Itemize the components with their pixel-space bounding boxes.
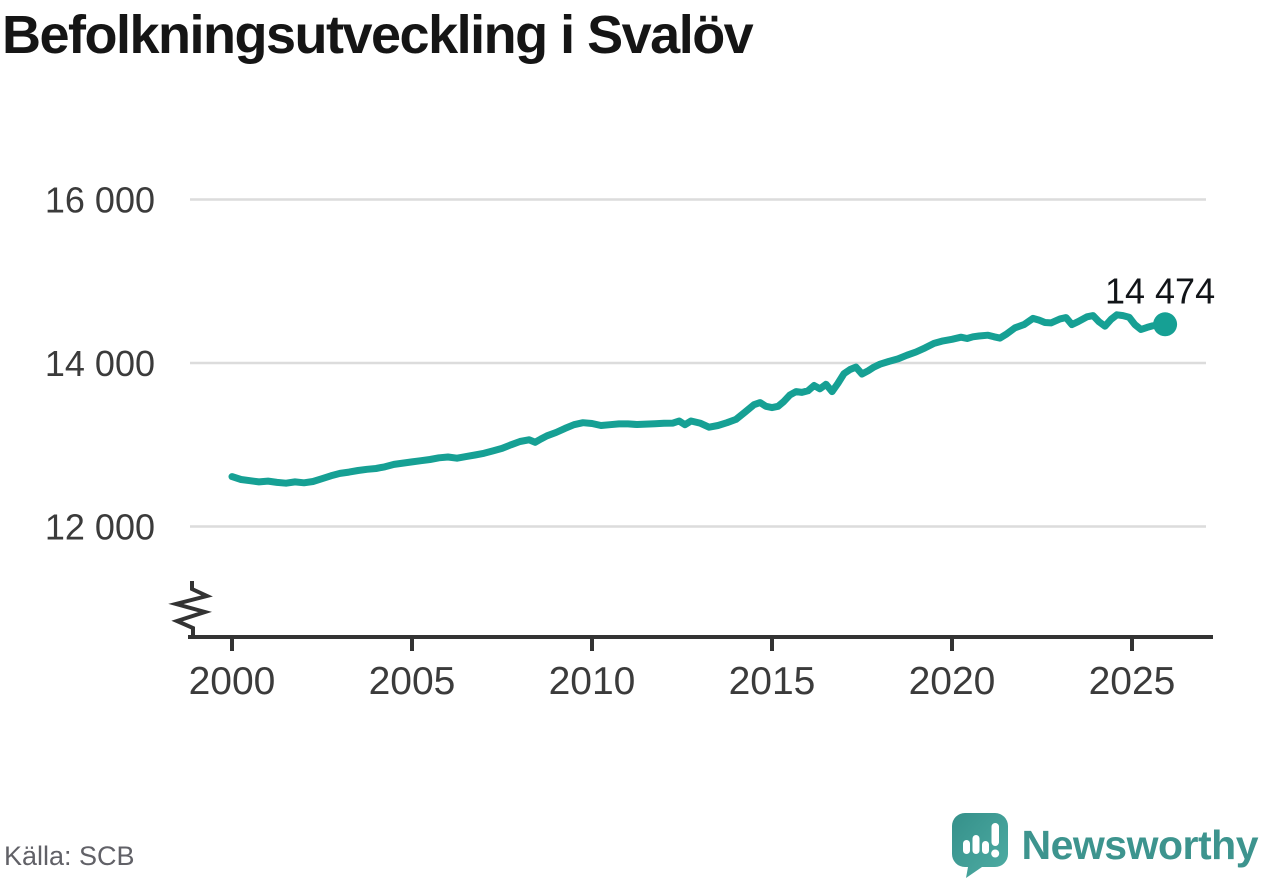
y-axis-labels: 16 000 14 000 12 000 [45,180,155,548]
y-tick-label: 12 000 [45,507,155,548]
y-tick-label: 14 000 [45,343,155,384]
y-tick-label: 16 000 [45,180,155,221]
x-tick-label: 2020 [909,660,996,703]
x-axis-labels: 2000 2005 2010 2015 2020 2025 [189,660,1176,703]
population-line [228,311,1169,487]
last-point-label: 14 474 [1105,270,1215,311]
x-tick-label: 2000 [189,660,276,703]
x-axis-ticks [230,637,1134,651]
newsworthy-logo: Newsworthy [951,812,1259,878]
x-tick-label: 2010 [549,660,636,703]
last-point-dot [1153,312,1178,337]
page-title: Befolkningsutveckling i Svalöv [2,5,754,65]
axis-break-icon [168,581,213,637]
newsworthy-wordmark: Newsworthy [1021,821,1259,868]
gridlines [190,198,1206,528]
x-tick-label: 2025 [1089,660,1176,703]
newsworthy-bubble-chart-icon [951,813,1008,878]
source-note: Källa: SCB [4,841,135,871]
x-tick-label: 2015 [729,660,816,703]
x-tick-label: 2005 [369,660,456,703]
